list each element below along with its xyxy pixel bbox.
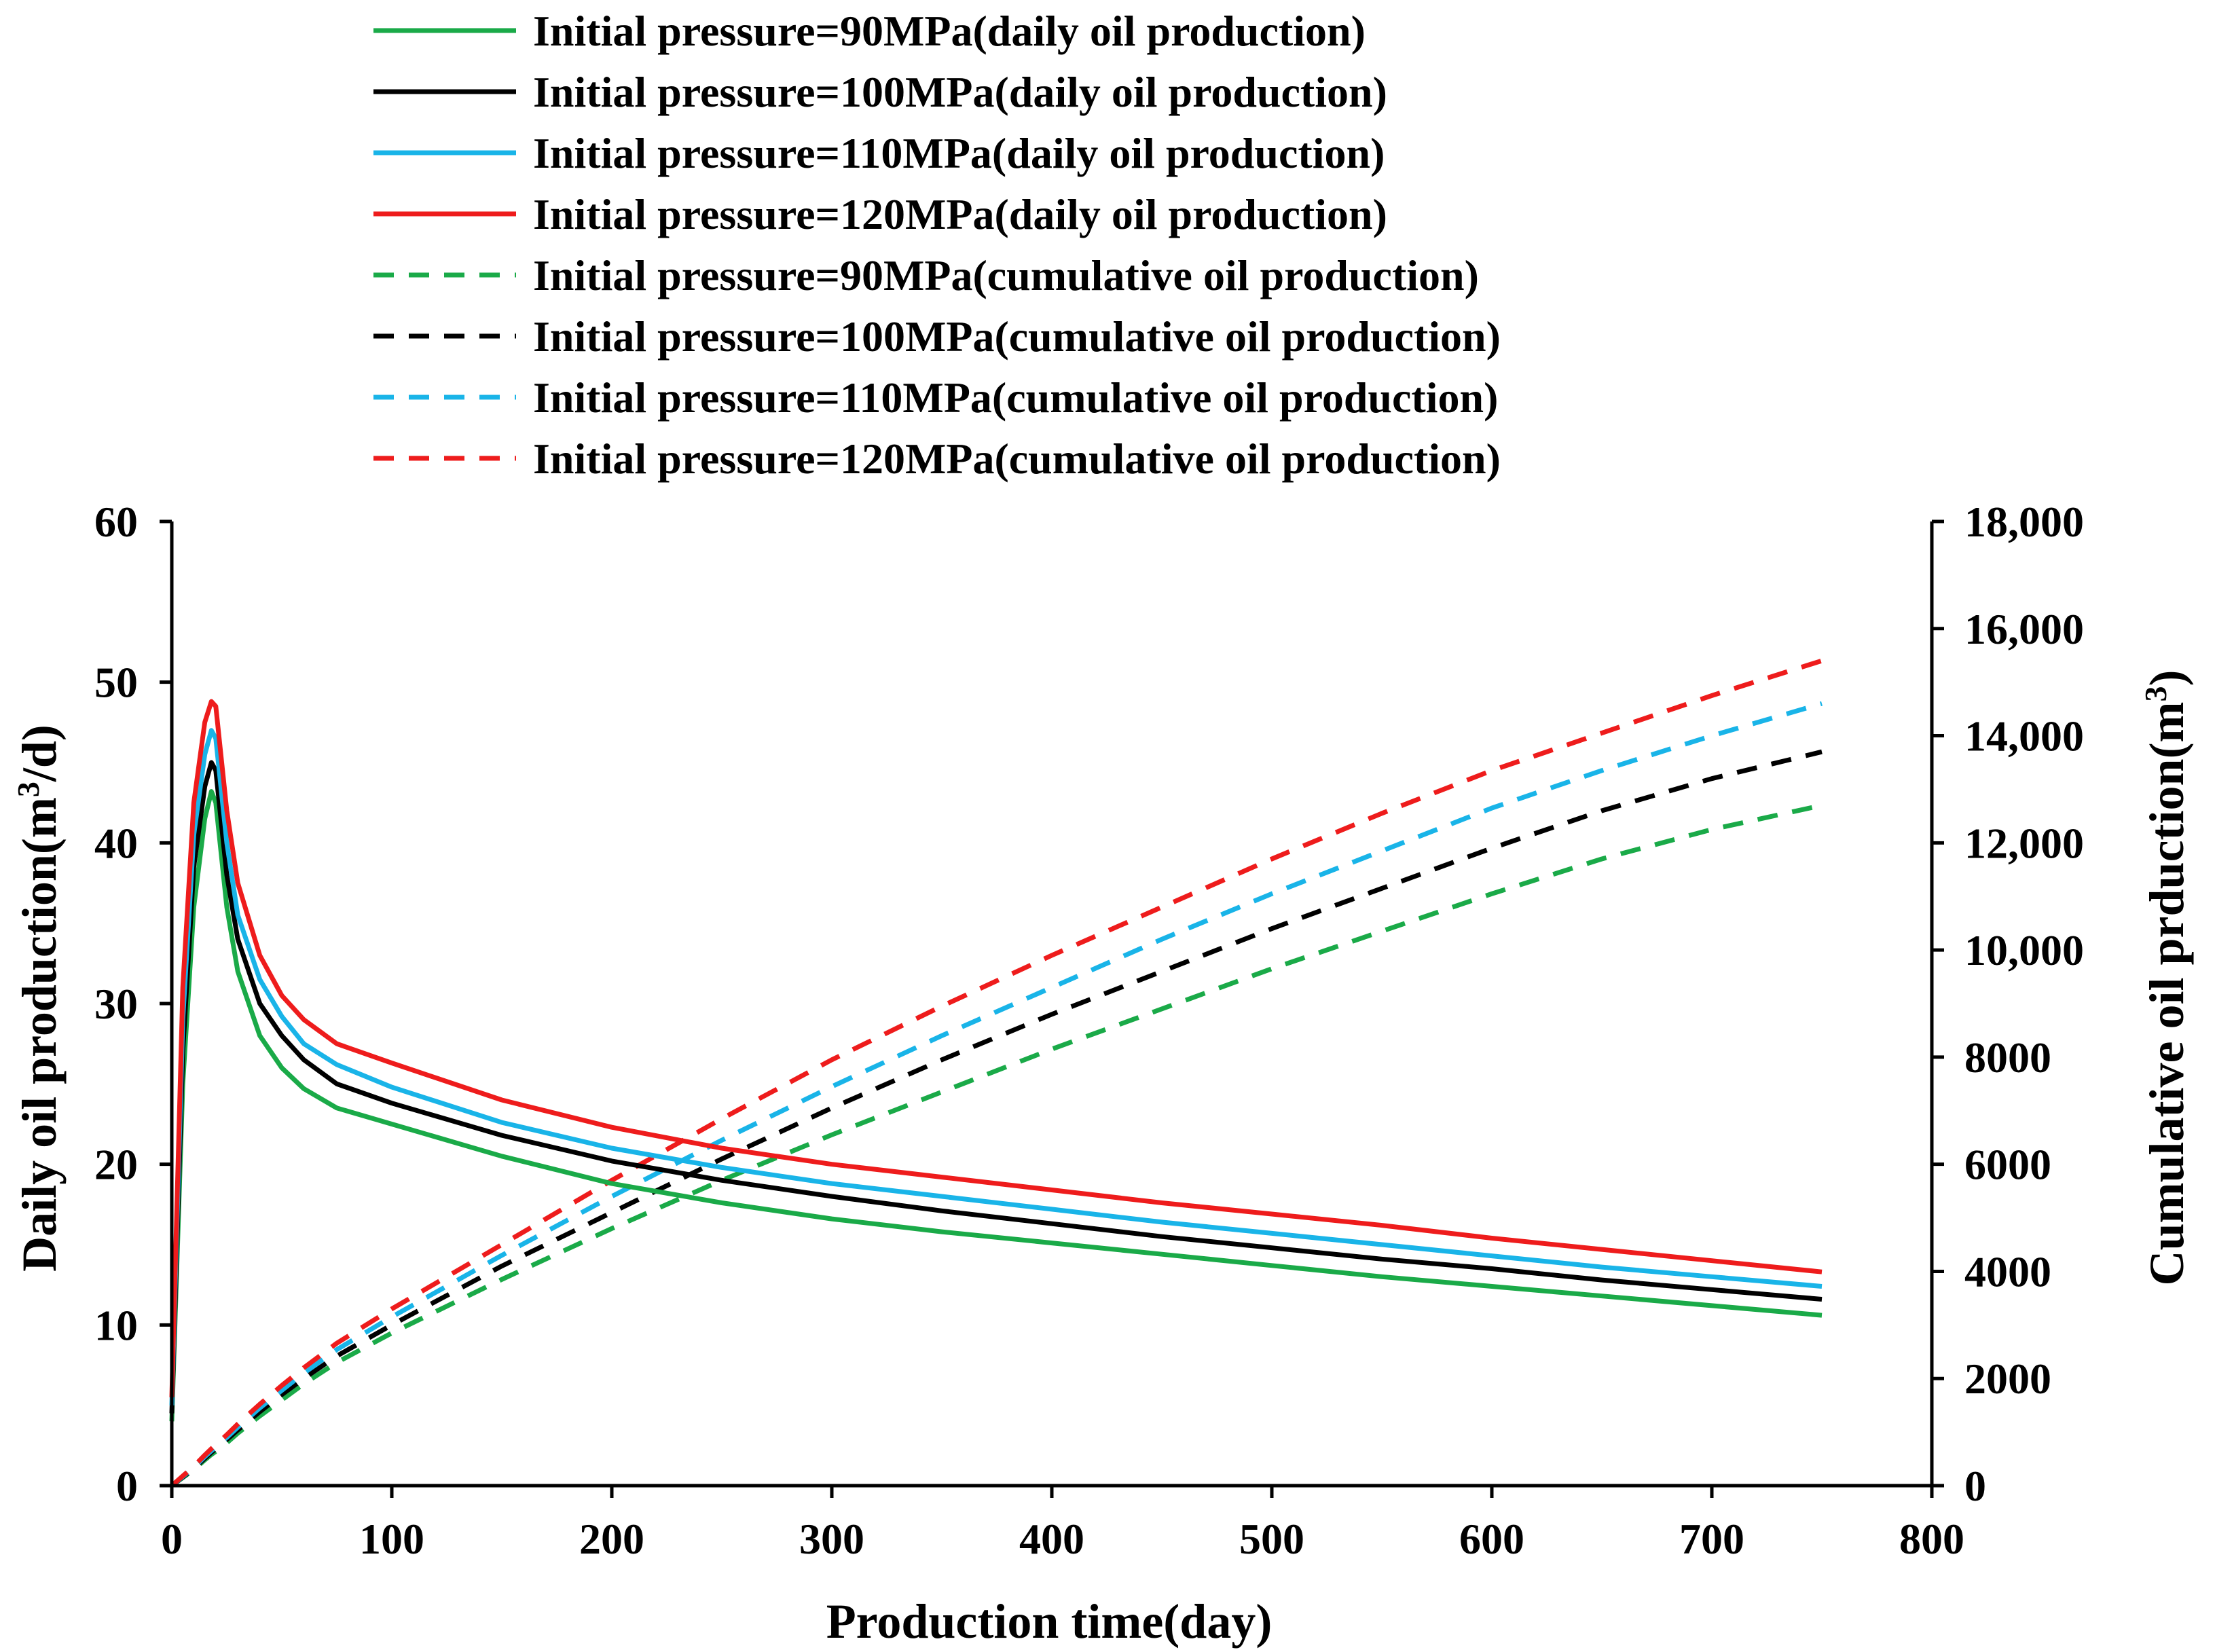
series-line-cumulative	[170, 749, 1823, 1488]
legend-label: Initial pressure=110MPa(cumulative oil p…	[533, 373, 1498, 422]
y2-tick-label: 0	[1964, 1462, 1986, 1510]
y-axis-title-unit: /d)	[12, 724, 67, 782]
y2-tick-label: 14,000	[1964, 712, 2084, 760]
legend-label: Initial pressure=100MPa(daily oil produc…	[533, 68, 1387, 116]
series-line-daily	[169, 789, 1823, 1422]
y-axis-title-main: Daily oil production(m	[12, 797, 67, 1272]
y-tick-label: 30	[94, 980, 138, 1028]
axes: 0 100 200 300 400 500 600 700 800010203040506002…	[94, 498, 2084, 1563]
y-tick-label: 10	[94, 1301, 138, 1349]
y2-tick-label: 16,000	[1964, 605, 2084, 653]
y-tick-label: 50	[94, 659, 138, 707]
x-tick-label: 300	[799, 1515, 864, 1563]
y2-axis-title-unit: )	[2140, 669, 2194, 686]
series-line-daily	[169, 760, 1823, 1414]
y2-axis-title: Cumulative oil prduction(m3)	[2138, 669, 2195, 1285]
legend-label: Initial pressure=90MPa(cumulative oil pr…	[533, 251, 1479, 299]
plot-area	[169, 658, 1823, 1488]
series-line-daily	[169, 728, 1823, 1406]
x-tick-label: 0	[161, 1515, 183, 1563]
y2-axis-title-superscript: 3	[2138, 686, 2173, 701]
series-line-cumulative	[170, 803, 1823, 1488]
y2-axis-title-main: Cumulative oil prduction(m	[2140, 701, 2194, 1285]
series-line-cumulative	[170, 658, 1823, 1488]
x-tick-label: 100	[359, 1515, 424, 1563]
y2-tick-label: 4000	[1964, 1247, 2051, 1296]
y-axis-title-superscript: 3	[11, 782, 45, 797]
y2-tick-label: 6000	[1964, 1141, 2051, 1189]
x-tick-label: 700	[1679, 1515, 1744, 1563]
y2-tick-label: 18,000	[1964, 498, 2084, 546]
legend: Initial pressure=90MPa(daily oil product…	[373, 7, 1501, 483]
legend-label: Initial pressure=110MPa(daily oil produc…	[533, 129, 1385, 177]
y-tick-label: 0	[116, 1462, 138, 1510]
x-axis-title: Production time(day)	[826, 1594, 1273, 1649]
y-tick-label: 40	[94, 819, 138, 867]
y2-tick-label: 2000	[1964, 1355, 2051, 1403]
legend-label: Initial pressure=100MPa(cumulative oil p…	[533, 312, 1501, 361]
x-tick-label: 500	[1239, 1515, 1304, 1563]
y2-tick-label: 10,000	[1964, 926, 2084, 974]
y-axis-title: Daily oil production(m3/d)	[11, 724, 67, 1272]
y-tick-label: 20	[94, 1141, 138, 1189]
y-tick-label: 60	[94, 498, 138, 546]
x-tick-label: 400	[1019, 1515, 1084, 1563]
x-tick-label: 800	[1899, 1515, 1964, 1563]
legend-label: Initial pressure=120MPa(cumulative oil p…	[533, 435, 1501, 483]
legend-label: Initial pressure=120MPa(daily oil produc…	[533, 190, 1387, 238]
x-tick-label: 200	[579, 1515, 644, 1563]
series-line-daily	[169, 699, 1823, 1397]
x-tick-label: 600	[1459, 1515, 1524, 1563]
y2-tick-label: 8000	[1964, 1033, 2051, 1082]
legend-label: Initial pressure=90MPa(daily oil product…	[533, 7, 1366, 55]
y2-tick-label: 12,000	[1964, 819, 2084, 867]
